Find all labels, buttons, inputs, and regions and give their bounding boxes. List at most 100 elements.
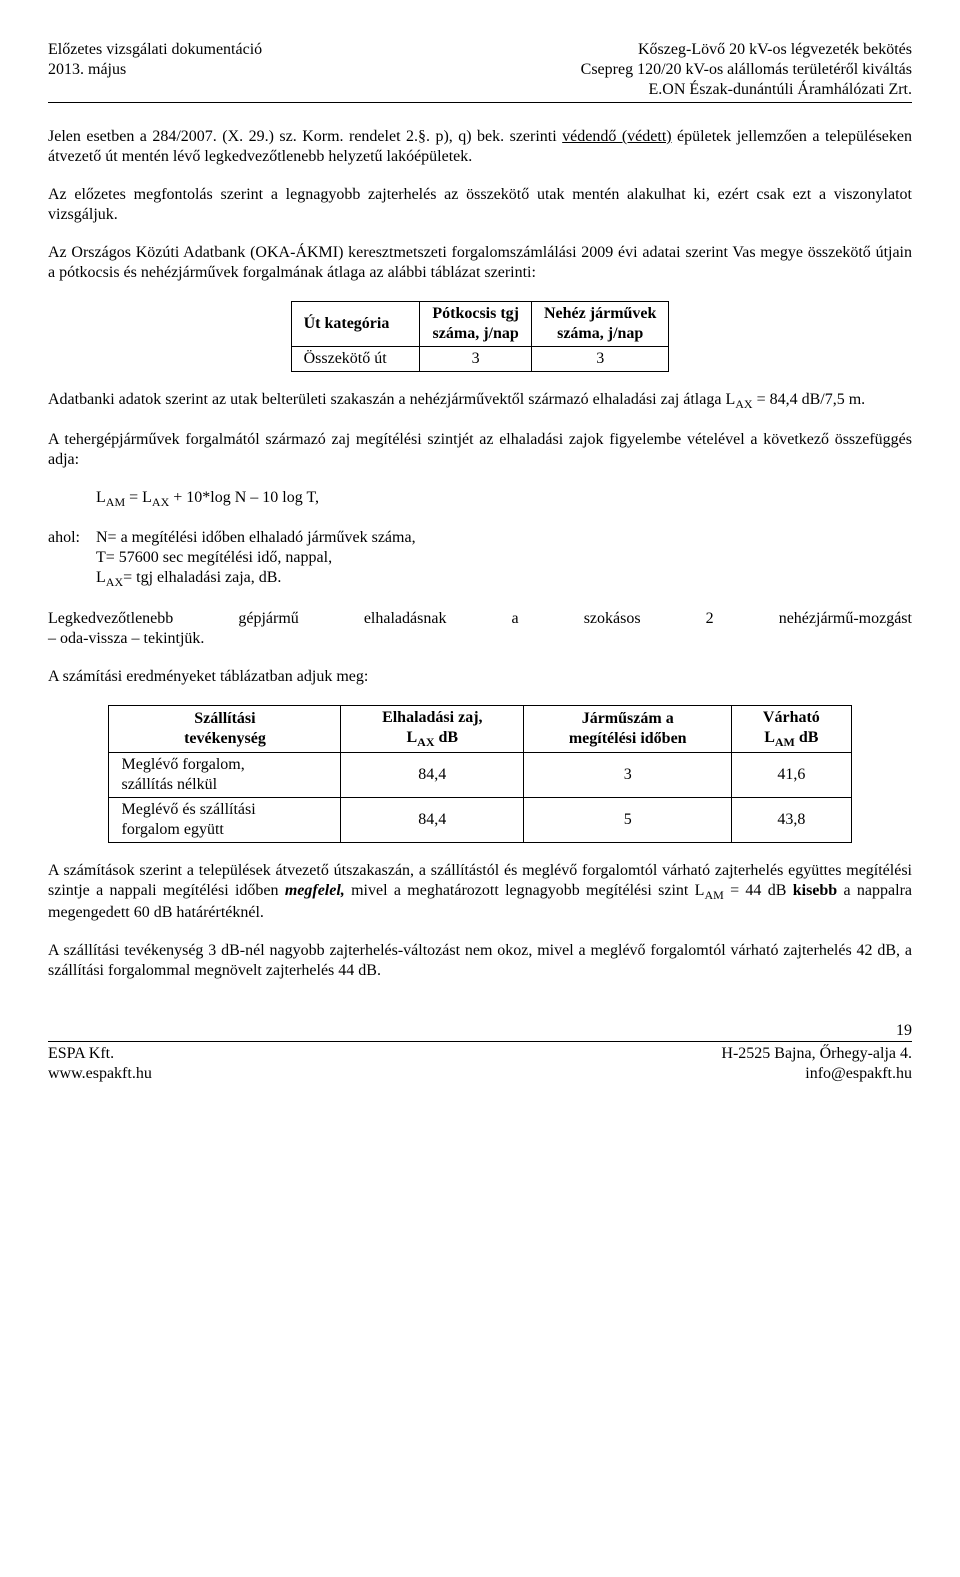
header-doc-title: Előzetes vizsgálati dokumentáció xyxy=(48,40,262,60)
header-company: E.ON Észak-dunántúli Áramhálózati Zrt. xyxy=(649,80,912,100)
r1c1a: Meglévő forgalom, xyxy=(121,756,244,773)
p8e-bold: kisebb xyxy=(793,882,837,899)
col-header-category: Út kategória xyxy=(291,302,420,347)
cell-activity-2: Meglévő és szállítási forgalom együtt xyxy=(109,797,341,842)
h4b-dB: dB xyxy=(795,729,819,746)
sub-am: AM xyxy=(106,495,125,509)
h4a: Várható xyxy=(763,709,820,726)
formula-tail: + 10*log N – 10 log T, xyxy=(169,489,319,506)
col-lax: Elhaladási zaj, LAX dB xyxy=(341,705,524,752)
formula: LAM = LAX + 10*log N – 10 log T, xyxy=(96,488,912,510)
sp5: szokásos xyxy=(584,609,641,629)
r1c1b: szállítás nélkül xyxy=(121,776,217,793)
table-row: Út kategória Pótkocsis tgj száma, j/nap … xyxy=(291,302,669,347)
table-row: Meglévő és szállítási forgalom együtt 84… xyxy=(109,797,851,842)
where-line-1: N= a megítélési időben elhaladó járművek… xyxy=(96,528,416,548)
r2c1b: forgalom együtt xyxy=(121,821,223,838)
sub-ax-2: AX xyxy=(152,495,169,509)
header-date: 2013. május xyxy=(48,60,262,80)
cell-trailer-count: 3 xyxy=(420,347,532,372)
para1-underlined: védendő (védett) xyxy=(562,128,671,145)
para4-b: = 84,4 dB/7,5 m. xyxy=(753,391,866,408)
p8c: mivel a meghatározott legnagyobb megítél… xyxy=(345,882,705,899)
sub-am-2: AM xyxy=(775,735,795,749)
cell-lax-2: 84,4 xyxy=(341,797,524,842)
cell-heavy-count: 3 xyxy=(532,347,669,372)
where-lines: N= a megítélési időben elhaladó járművek… xyxy=(96,528,416,590)
para6-line2: – oda-vissza – tekintjük. xyxy=(48,629,912,649)
where3-tail: = tgj elhaladási zaja, dB. xyxy=(123,569,281,586)
where-label: ahol: xyxy=(48,528,96,590)
col-header-heavy: Nehéz járművek száma, j/nap xyxy=(532,302,669,347)
cell-category: Összekötő út xyxy=(291,347,420,372)
formula-L1: L xyxy=(96,489,106,506)
h2a: Elhaladási zaj, xyxy=(382,709,482,726)
page-footer: 19 ESPA Kft. www.espakft.hu H-2525 Bajna… xyxy=(48,1021,912,1084)
sp2: gépjármű xyxy=(238,609,298,629)
h1b: tevékenység xyxy=(184,730,266,747)
footer-website: www.espakft.hu xyxy=(48,1064,152,1084)
where-line-3: LAX= tgj elhaladási zaja, dB. xyxy=(96,568,416,590)
h1a: Szállítási xyxy=(194,710,255,727)
footer-line: ESPA Kft. www.espakft.hu H-2525 Bajna, Ő… xyxy=(48,1041,912,1084)
footer-email: info@espakft.hu xyxy=(805,1064,912,1084)
para1-text-a: Jelen esetben a 284/2007. (X. 29.) sz. K… xyxy=(48,128,562,145)
paragraph-1: Jelen esetben a 284/2007. (X. 29.) sz. K… xyxy=(48,127,912,167)
traffic-category-table: Út kategória Pótkocsis tgj száma, j/nap … xyxy=(291,301,670,372)
footer-address: H-2525 Bajna, Őrhegy-alja 4. xyxy=(721,1044,912,1064)
noise-results-table: Szállítási tevékenység Elhaladási zaj, L… xyxy=(108,705,851,843)
col-header-trailer: Pótkocsis tgj száma, j/nap xyxy=(420,302,532,347)
h2-line1: Pótkocsis tgj xyxy=(432,305,519,322)
header-right: Kőszeg-Lövő 20 kV-os légvezeték bekötés … xyxy=(581,40,912,100)
footer-company: ESPA Kft. xyxy=(48,1044,152,1064)
cell-lam-2: 43,8 xyxy=(732,797,851,842)
sub-am-3: AM xyxy=(704,888,723,902)
sub-ax-3: AX xyxy=(106,576,123,590)
where3-L: L xyxy=(96,569,106,586)
footer-right: H-2525 Bajna, Őrhegy-alja 4. info@espakf… xyxy=(721,1044,912,1084)
sp4: a xyxy=(512,609,519,629)
h3-line2: száma, j/nap xyxy=(557,325,643,342)
h2b-L: L xyxy=(407,729,418,746)
sub-ax: AX xyxy=(735,397,752,411)
r2c1a: Meglévő és szállítási xyxy=(121,801,255,818)
cell-lax-1: 84,4 xyxy=(341,752,524,797)
cell-count-2: 5 xyxy=(524,797,732,842)
paragraph-9: A szállítási tevékenység 3 dB-nél nagyob… xyxy=(48,941,912,981)
sp3: elhaladásnak xyxy=(364,609,447,629)
sp6: 2 xyxy=(706,609,714,629)
page-header: Előzetes vizsgálati dokumentáció 2013. m… xyxy=(48,40,912,103)
h4b-L: L xyxy=(764,729,775,746)
formula-eq: = L xyxy=(125,489,152,506)
header-project-1: Kőszeg-Lövő 20 kV-os légvezeték bekötés xyxy=(638,40,912,60)
paragraph-2: Az előzetes megfontolás szerint a legnag… xyxy=(48,185,912,225)
page-number: 19 xyxy=(48,1021,912,1041)
table-row: Összekötő út 3 3 xyxy=(291,347,669,372)
table-row: Szállítási tevékenység Elhaladási zaj, L… xyxy=(109,705,851,752)
paragraph-7: A számítási eredményeket táblázatban adj… xyxy=(48,667,912,687)
h3-line1: Nehéz járművek xyxy=(544,305,656,322)
col-activity: Szállítási tevékenység xyxy=(109,705,341,752)
h2-line2: száma, j/nap xyxy=(433,325,519,342)
col-vehicle-count: Járműszám a megítélési időben xyxy=(524,705,732,752)
h3a: Járműszám a xyxy=(582,710,674,727)
paragraph-5: A tehergépjárművek forgalmától származó … xyxy=(48,430,912,470)
sp7: nehézjármű-mozgást xyxy=(779,609,912,629)
cell-activity-1: Meglévő forgalom, szállítás nélkül xyxy=(109,752,341,797)
sp1: Legkedvezőtlenebb xyxy=(48,609,173,629)
p8b-emph: megfelel, xyxy=(285,882,345,899)
footer-left: ESPA Kft. www.espakft.hu xyxy=(48,1044,152,1084)
p8d: = 44 dB xyxy=(724,882,793,899)
paragraph-6: Legkedvezőtlenebb gépjármű elhaladásnak … xyxy=(48,609,912,649)
sub-ax-4: AX xyxy=(417,735,434,749)
cell-lam-1: 41,6 xyxy=(732,752,851,797)
para4-a: Adatbanki adatok szerint az utak belterü… xyxy=(48,391,735,408)
header-project-2: Csepreg 120/20 kV-os alállomás területér… xyxy=(581,60,912,80)
paragraph-3: Az Országos Közúti Adatbank (OKA-ÁKMI) k… xyxy=(48,243,912,283)
cell-count-1: 3 xyxy=(524,752,732,797)
col-lam: Várható LAM dB xyxy=(732,705,851,752)
h2b-dB: dB xyxy=(435,729,459,746)
paragraph-4: Adatbanki adatok szerint az utak belterü… xyxy=(48,390,912,412)
where-block: ahol: N= a megítélési időben elhaladó já… xyxy=(48,528,912,590)
paragraph-8: A számítások szerint a települések átvez… xyxy=(48,861,912,923)
